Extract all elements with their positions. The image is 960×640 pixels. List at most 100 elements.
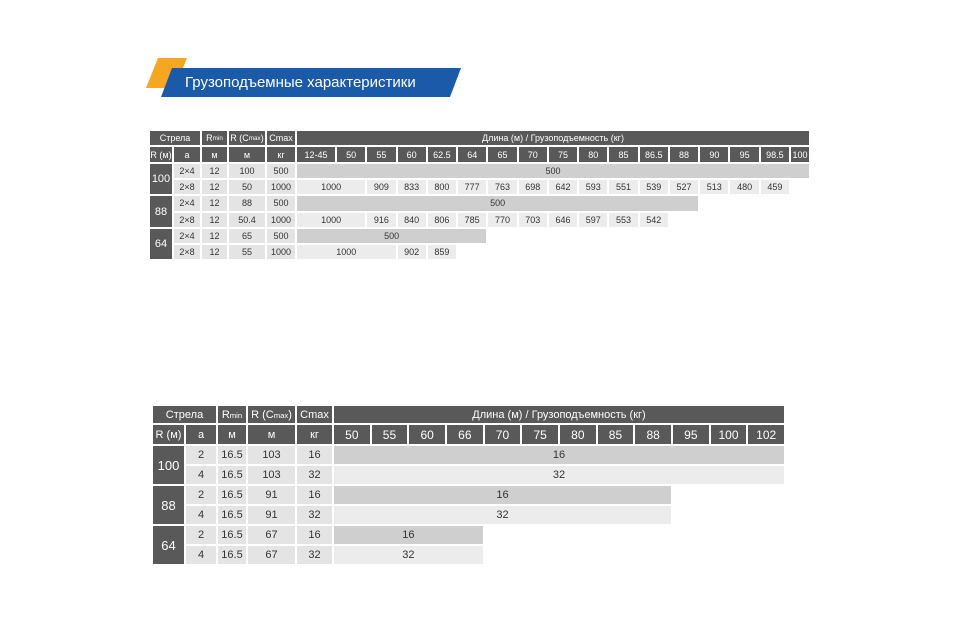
header-cell: Длина (м) / Грузоподъемность (кг) — [296, 130, 810, 146]
label-text: R — [221, 408, 230, 421]
load-cell: 806 — [426, 211, 458, 228]
param-cell: 2×8 — [173, 244, 201, 261]
param-cell: 16 — [296, 485, 333, 505]
length-cell: 95 — [729, 146, 760, 163]
load-cell: 902 — [396, 244, 427, 261]
param-cell: 2×8 — [173, 211, 201, 228]
param-cell: 50 — [228, 179, 266, 196]
param-cell: 100 — [228, 163, 266, 180]
load-cell: 840 — [396, 211, 427, 228]
length-cell: 88 — [668, 146, 700, 163]
param-cell: 12 — [201, 244, 228, 261]
load-cell: 542 — [638, 211, 669, 228]
label-sub: min — [229, 410, 243, 420]
header-cell: R (C max) — [228, 130, 266, 146]
length-cell: 98.5 — [759, 146, 790, 163]
param-cell: 50.4 — [228, 211, 266, 228]
load-cell: 800 — [426, 179, 458, 196]
length-cell: 95 — [672, 424, 710, 445]
boom-cell: 100 — [152, 445, 185, 485]
title: Грузоподъемные характеристики — [185, 74, 416, 91]
length-cell: 80 — [578, 146, 609, 163]
length-cell: 62.5 — [426, 146, 458, 163]
boom-cell: 88 — [152, 485, 185, 525]
load-cell: 916 — [366, 211, 397, 228]
length-cell: 85 — [608, 146, 639, 163]
load-cell: 513 — [699, 179, 730, 196]
param-cell: 2×4 — [173, 195, 201, 212]
subheader-cell: м — [217, 424, 247, 445]
param-cell: 500 — [266, 163, 296, 180]
param-cell: 67 — [247, 545, 296, 565]
param-cell: 32 — [296, 505, 333, 525]
label-sub: max — [273, 410, 289, 420]
subheader-cell: м — [228, 146, 266, 163]
length-cell: 60 — [396, 146, 427, 163]
boom-cell: 64 — [152, 525, 185, 565]
param-cell: 4 — [185, 505, 217, 525]
subheader-cell: кг — [296, 424, 333, 445]
load-cell: 32 — [333, 465, 785, 485]
load-cell: 459 — [759, 179, 790, 196]
param-cell: 16 — [296, 525, 333, 545]
load-cell: 833 — [396, 179, 427, 196]
length-cell: 60 — [408, 424, 446, 445]
load-cell: 32 — [333, 505, 672, 525]
param-cell: 16.5 — [217, 465, 247, 485]
header-cell: Длина (м) / Грузоподъемность (кг) — [333, 405, 785, 424]
header-cell: Cmax — [266, 130, 296, 146]
param-cell: 32 — [296, 545, 333, 565]
length-cell: 102 — [747, 424, 785, 445]
load-cell: 527 — [668, 179, 700, 196]
length-cell: 55 — [366, 146, 397, 163]
load-cell: 642 — [547, 179, 579, 196]
load-cell: 500 — [296, 227, 488, 244]
param-cell: 4 — [185, 465, 217, 485]
boom-cell: 64 — [149, 227, 173, 261]
param-cell: 88 — [228, 195, 266, 212]
param-cell: 65 — [228, 227, 266, 244]
load-cell: 1000 — [296, 211, 367, 228]
length-cell: 75 — [547, 146, 579, 163]
length-cell: 85 — [596, 424, 635, 445]
boom-cell: 100 — [149, 163, 173, 196]
length-cell: 55 — [370, 424, 409, 445]
param-cell: 55 — [228, 244, 266, 261]
load-cell: 763 — [487, 179, 518, 196]
load-cell: 16 — [333, 485, 672, 505]
param-cell: 12 — [201, 227, 228, 244]
load-cell: 1000 — [296, 244, 397, 261]
load-cell: 785 — [457, 211, 488, 228]
length-cell: 100 — [790, 146, 810, 163]
label-text: R — [206, 133, 213, 143]
param-cell: 2×4 — [173, 163, 201, 180]
load-cell: 770 — [487, 211, 518, 228]
label-after: ) — [288, 408, 292, 421]
length-cell: 100 — [709, 424, 748, 445]
param-cell: 2 — [185, 445, 217, 465]
param-cell: 1000 — [266, 211, 296, 228]
load-cell: 859 — [426, 244, 458, 261]
param-cell: 500 — [266, 227, 296, 244]
length-cell: 88 — [634, 424, 672, 445]
load-cell: 480 — [729, 179, 760, 196]
subheader-cell: a — [185, 424, 217, 445]
load-cell: 500 — [296, 195, 700, 212]
param-cell: 2 — [185, 525, 217, 545]
load-cell: 1000 — [296, 179, 367, 196]
load-cell: 703 — [517, 211, 548, 228]
param-cell: 12 — [201, 211, 228, 228]
load-cell: 909 — [366, 179, 397, 196]
length-cell: 70 — [517, 146, 548, 163]
length-cell: 12-45 — [296, 146, 336, 163]
label-after: ) — [260, 133, 264, 143]
load-cell: 551 — [608, 179, 639, 196]
param-cell: 103 — [247, 445, 296, 465]
subheader-cell: a — [173, 146, 201, 163]
length-cell: 64 — [457, 146, 488, 163]
label-sub: max — [248, 135, 261, 143]
load-cell: 777 — [457, 179, 488, 196]
load-cell: 32 — [333, 545, 484, 565]
